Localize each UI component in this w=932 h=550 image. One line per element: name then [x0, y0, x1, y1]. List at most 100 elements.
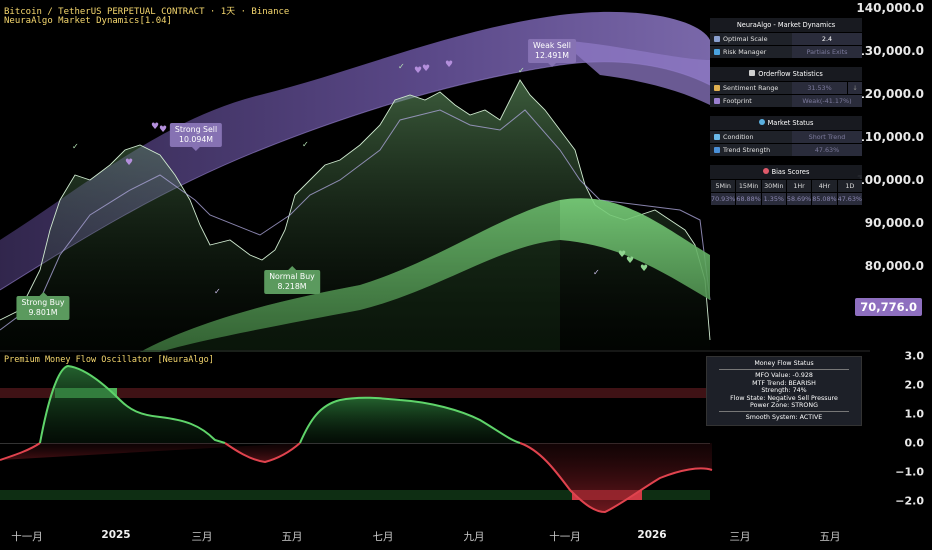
bias-value: 85.08%: [811, 192, 837, 205]
market-dynamics-panel: NeuraAlgo - Market Dynamics Optimal Scal…: [710, 18, 862, 58]
check-icon: ✓: [72, 142, 79, 151]
row-value: Partials Exits: [792, 46, 862, 58]
heart-icon: ♥: [640, 264, 649, 274]
panel-title: NeuraAlgo - Market Dynamics: [736, 21, 836, 29]
globe-icon: [758, 119, 765, 125]
bias-header: 5Min: [710, 179, 736, 192]
signal-value: 12.491M: [534, 51, 569, 60]
price-tick: 140,000.0: [856, 1, 924, 15]
panel-row-condition: Condition Short Trend: [710, 130, 862, 143]
osc-tick: −1.0: [895, 465, 924, 479]
heart-icon: ♥: [626, 256, 635, 266]
panel-row-sentiment: Sentiment Range 31.53% ↓: [710, 81, 862, 94]
row-value: 31.53%: [792, 82, 847, 94]
row-key: Trend Strength: [723, 146, 771, 154]
time-tick: 三月: [191, 531, 213, 543]
bias-header: 1Hr: [785, 179, 812, 192]
heart-icon: ♥: [422, 64, 431, 74]
time-tick: 十一月: [549, 531, 581, 543]
osc-line-bear-right: [519, 442, 713, 514]
mfs-line: Power Zone: STRONG: [750, 402, 818, 410]
signal-title: Weak Sell: [533, 41, 571, 50]
time-tick: 2025: [101, 529, 131, 541]
signal-strong-sell[interactable]: Strong Sell 10.094M: [169, 123, 223, 151]
mfs-line: MTF Trend: BEARISH: [752, 379, 816, 387]
osc-bull-fill: [40, 366, 225, 443]
footprint-icon: [714, 98, 720, 104]
oscillator-title[interactable]: Premium Money Flow Oscillator [NeuraAlgo…: [4, 355, 214, 365]
check-icon: ✓: [593, 268, 600, 277]
panel-row-trend-strength: Trend Strength 47.63%: [710, 143, 862, 156]
price-tick: 100,000.0: [856, 173, 924, 187]
orderflow-panel: Orderflow Statistics Sentiment Range 31.…: [710, 67, 862, 107]
time-tick: 十一月: [11, 531, 43, 543]
target-icon: [762, 168, 769, 174]
bias-header: 1D: [836, 179, 862, 192]
signal-weak-sell[interactable]: Weak Sell 12.491M: [528, 39, 576, 67]
mfs-footer: Smooth System: ACTIVE: [745, 414, 823, 422]
bias-value: 68.88%: [735, 192, 761, 205]
signal-value: 9.801M: [28, 308, 58, 317]
bias-header: 30Min: [760, 179, 786, 192]
osc-zero-line: [0, 443, 710, 444]
heart-icon: ♥: [445, 60, 454, 70]
row-key: Optimal Scale: [723, 35, 768, 43]
check-icon: ✓: [302, 140, 309, 149]
price-tick: 130,000.0: [856, 44, 924, 58]
bar-chart-icon: [714, 147, 720, 153]
panel-row-optimal-scale: Optimal Scale 2.4: [710, 32, 862, 45]
row-extra: ↓: [847, 82, 862, 94]
osc-bear-fill-2: [520, 443, 712, 512]
money-flow-status-panel: Money Flow Status MFO Value: -0.928 MTF …: [706, 356, 862, 426]
osc-tick: 0.0: [904, 436, 925, 450]
indicator-title[interactable]: NeuraAlgo Market Dynamics[1.04]: [4, 16, 172, 26]
panel-title: Orderflow Statistics: [710, 67, 862, 81]
heart-icon: ♥: [414, 66, 423, 76]
heart-icon: ♥: [159, 125, 168, 135]
panel-title: Market Status: [710, 116, 862, 130]
row-key: Risk Manager: [723, 48, 767, 56]
osc-line-bull-2: [299, 396, 521, 444]
price-tick: 110,000.0: [856, 130, 924, 144]
chart-bars-icon: [749, 70, 756, 76]
gauge-icon: [714, 85, 720, 91]
check-icon: ✓: [518, 66, 525, 75]
bias-scores-panel: Bias Scores 5Min 15Min 30Min 1Hr 4Hr 1D …: [710, 165, 862, 205]
row-key: Footprint: [723, 97, 752, 105]
check-icon: ✓: [398, 62, 405, 71]
osc-tick: 3.0: [904, 349, 925, 363]
bias-value: 47.63%: [836, 192, 862, 205]
signal-strong-buy[interactable]: Strong Buy 9.801M: [16, 292, 70, 320]
mfs-title: Money Flow Status: [754, 360, 814, 367]
bias-value: 58.69%: [785, 192, 812, 205]
osc-line-bear-left: [0, 442, 41, 461]
row-value: Weak(-41.17%): [792, 95, 862, 107]
bias-grid: 5Min 15Min 30Min 1Hr 4Hr 1D 70.93% 68.88…: [710, 179, 862, 205]
price-area: [0, 80, 710, 352]
osc-tick: 1.0: [904, 407, 925, 421]
time-tick: 五月: [281, 531, 303, 543]
lower-band-glow: [0, 200, 560, 352]
signal-normal-buy[interactable]: Normal Buy 8.218M: [264, 266, 320, 294]
row-key: Condition: [723, 133, 754, 141]
osc-line-bull-1: [39, 364, 226, 444]
row-value: 47.63%: [792, 144, 862, 156]
time-tick: 九月: [463, 531, 485, 543]
osc-tick: −2.0: [895, 494, 924, 508]
mfs-line: Strength: 74%: [761, 387, 807, 395]
row-value: 2.4: [792, 33, 862, 45]
osc-line-bear-mid: [224, 442, 301, 464]
market-status-panel: Market Status Condition Short Trend Tren…: [710, 116, 862, 156]
bias-header: 4Hr: [811, 179, 837, 192]
symbol-title[interactable]: Bitcoin / TetherUS PERPETUAL CONTRACT · …: [4, 7, 290, 17]
osc-upper-zone: [0, 388, 710, 398]
upper-band-extension: [560, 40, 710, 105]
osc-bull-fill-2: [300, 397, 520, 443]
panel-title: Bias Scores: [710, 165, 862, 179]
time-tick: 三月: [729, 531, 751, 543]
price-tick: 80,000.0: [864, 259, 924, 273]
mfs-line: Flow State: Negative Sell Pressure: [730, 394, 838, 402]
row-key: Sentiment Range: [723, 84, 779, 92]
osc-lower-zone: [0, 490, 710, 500]
